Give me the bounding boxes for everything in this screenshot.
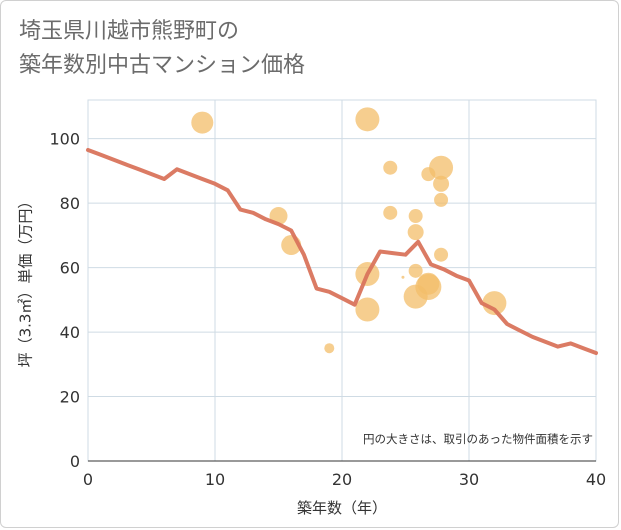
bubble-point[interactable] <box>355 107 380 132</box>
bubble-point[interactable] <box>383 160 398 175</box>
bubble-point[interactable] <box>408 209 423 224</box>
chart-title: 埼玉県川越市熊野町の 築年数別中古マンション価格 <box>19 15 305 83</box>
bubble-point[interactable] <box>434 192 449 207</box>
y-tick-label: 80 <box>60 194 80 213</box>
bubble-point[interactable] <box>433 175 450 192</box>
bubble-point[interactable] <box>324 343 335 354</box>
axes: 円の大きさは、取引のあった物件面積を示す 築年数（年） 坪（3.3㎡）単価（万円… <box>17 130 607 517</box>
y-tick-label: 40 <box>60 323 80 342</box>
bubble-point[interactable] <box>434 247 449 262</box>
y-tick-label: 60 <box>60 259 80 278</box>
x-tick-label: 20 <box>332 470 352 489</box>
bubble-point[interactable] <box>415 273 442 300</box>
x-axis-title: 築年数（年） <box>297 499 387 517</box>
x-tick-label: 30 <box>459 470 479 489</box>
bubble-point[interactable] <box>482 291 507 316</box>
bubble-series <box>191 107 507 354</box>
y-axis-title: 坪（3.3㎡）単価（万円） <box>17 194 35 368</box>
bubble-point[interactable] <box>355 297 380 322</box>
chart-title-line-2: 築年数別中古マンション価格 <box>19 53 306 78</box>
bubble-point[interactable] <box>407 224 424 241</box>
bubble-point[interactable] <box>401 275 405 279</box>
y-tick-label: 0 <box>70 452 80 471</box>
chart-title-line-1: 埼玉県川越市熊野町の <box>19 19 240 44</box>
bubble-point[interactable] <box>408 263 423 278</box>
average-price-line[interactable] <box>86 148 598 355</box>
x-tick-label: 40 <box>586 470 606 489</box>
grid <box>87 99 597 462</box>
x-tick-label: 10 <box>205 470 225 489</box>
bubble-point[interactable] <box>383 205 398 220</box>
x-tick-label: 0 <box>83 470 93 489</box>
trend-line-series <box>86 148 598 355</box>
y-tick-label: 100 <box>49 130 80 149</box>
bubble-size-note: 円の大きさは、取引のあった物件面積を示す <box>363 432 593 446</box>
bubble-point[interactable] <box>191 111 214 134</box>
bubble-point[interactable] <box>429 155 454 180</box>
y-tick-label: 20 <box>60 388 80 407</box>
